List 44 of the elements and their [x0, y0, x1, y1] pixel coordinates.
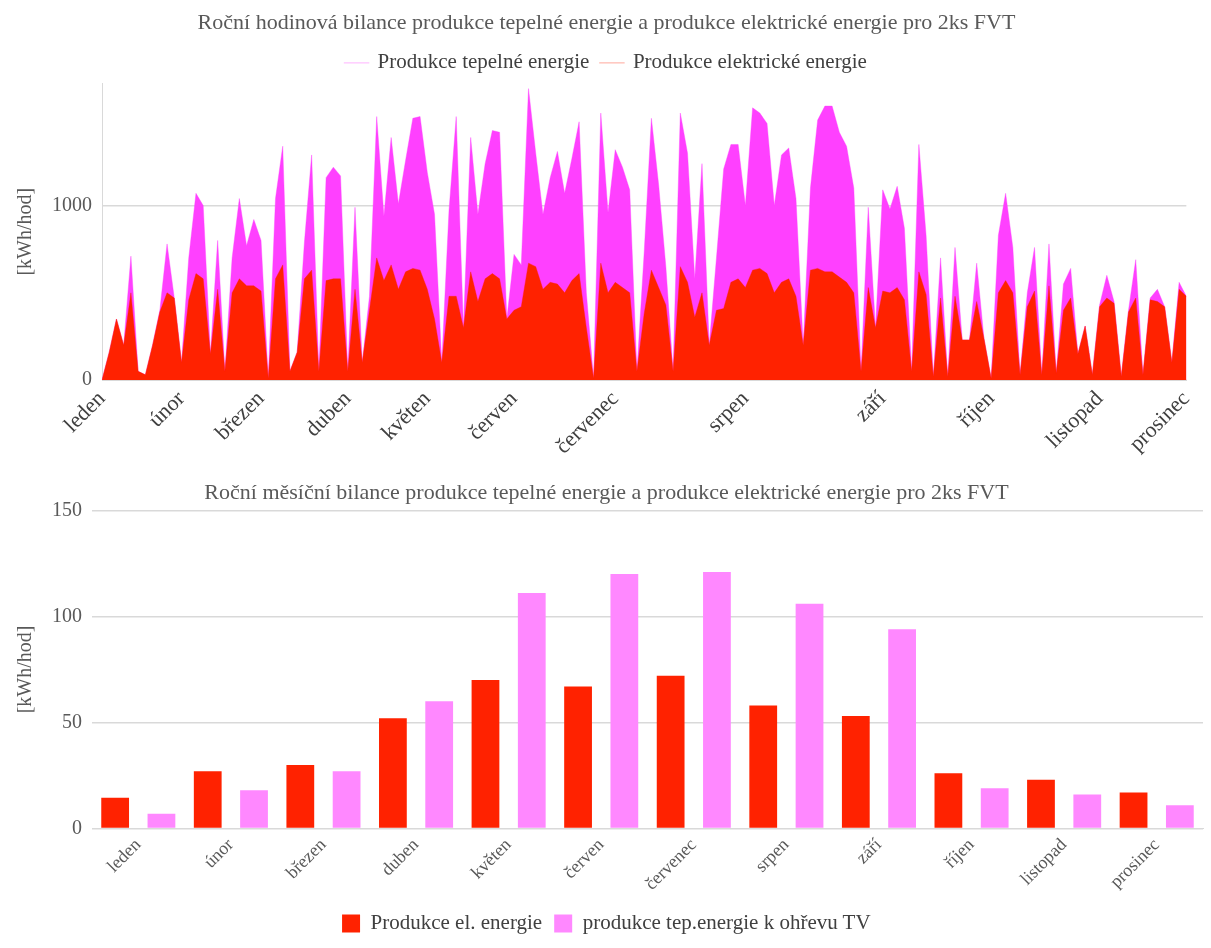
- x-tick-label: říjen: [940, 834, 978, 872]
- bar: [425, 701, 454, 828]
- bar: [101, 797, 130, 828]
- legend-label: Produkce tepelné energie: [377, 49, 590, 74]
- bar: [471, 680, 500, 828]
- bar: [841, 716, 870, 828]
- bar: [193, 771, 222, 828]
- y-tick-label: 50: [62, 709, 82, 732]
- bar: [656, 675, 685, 828]
- y-tick-label: 0: [82, 367, 92, 390]
- x-tick-label: únor: [142, 384, 190, 432]
- bar: [888, 629, 916, 828]
- bar: [795, 603, 824, 828]
- bar: [240, 790, 268, 828]
- bar: [610, 574, 639, 828]
- bar: [980, 788, 1009, 828]
- chart-title: Roční hodinová bilance produkce tepelné energie a produkce elektrické energie pro 2ks FVT: [197, 8, 1016, 34]
- bar: [934, 773, 963, 828]
- y-axis-title: [kWh/hod]: [13, 625, 36, 714]
- legend-label: Produkce elektrické energie: [632, 49, 867, 74]
- x-tick-label: září: [849, 385, 891, 427]
- bar: [147, 813, 176, 828]
- chart-title: Roční měsíční bilance produkce tepelné energie a produkce elektrické energie pro 2ks FVT: [204, 478, 1010, 504]
- y-axis-title: [kWh/hod]: [13, 187, 36, 276]
- legend-label: produkce tep.energie k ohřevu TV: [582, 910, 871, 935]
- legend-label: Produkce el. energie: [370, 910, 543, 935]
- bar: [749, 705, 778, 828]
- bar: [1119, 792, 1148, 828]
- y-tick-label: 1000: [52, 192, 92, 215]
- y-tick-label: 150: [52, 497, 82, 520]
- bar: [703, 571, 731, 828]
- bar: [379, 718, 407, 828]
- y-tick-label: 100: [52, 603, 82, 626]
- x-tick-label: únor: [199, 834, 238, 872]
- y-tick-label: 0: [72, 815, 82, 838]
- bar: [286, 764, 315, 828]
- bar: [1165, 805, 1194, 828]
- bar: [564, 686, 592, 828]
- bar: [517, 593, 546, 828]
- bar: [332, 771, 361, 828]
- x-tick-label: září: [851, 834, 886, 868]
- bar: [1027, 779, 1055, 828]
- bar: [1073, 794, 1102, 828]
- x-tick-label: říjen: [952, 385, 999, 432]
